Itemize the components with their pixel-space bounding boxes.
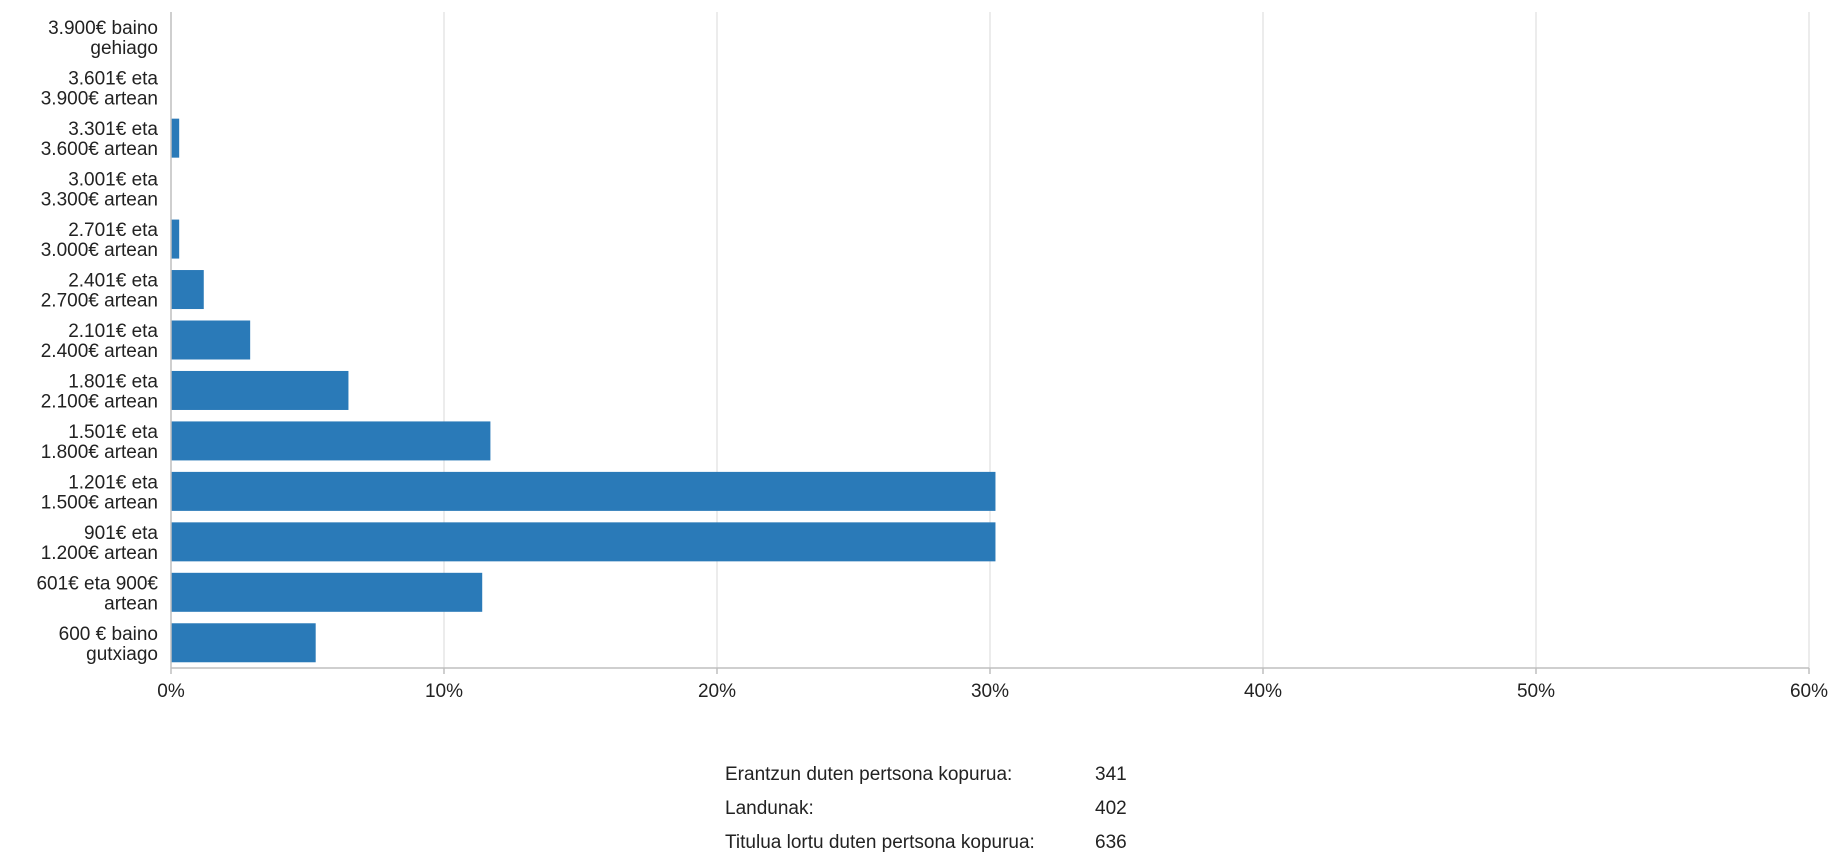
x-tick-label: 0% — [157, 681, 185, 702]
category-label-line: 1.201€ eta — [68, 472, 158, 493]
bars — [171, 118, 996, 663]
category-label-line: artean — [104, 593, 158, 614]
category-label-line: 3.001€ eta — [68, 170, 158, 191]
category-label: 2.701€ eta 3.000€ artean — [41, 220, 159, 261]
bar — [171, 471, 996, 511]
x-tick-label: 30% — [971, 681, 1009, 702]
bar — [171, 118, 180, 158]
category-label-line: gutxiago — [86, 644, 158, 665]
x-tick-label: 50% — [1517, 681, 1555, 702]
category-label-line: 1.800€ artean — [41, 442, 158, 463]
category-label: 1.801€ eta 2.100€ artean — [41, 371, 159, 412]
category-label: 3.900€ baino gehiago — [48, 18, 158, 59]
category-label: 1.201€ eta 1.500€ artean — [41, 472, 159, 513]
category-label: 901€ eta 1.200€ artean — [41, 523, 159, 564]
category-label-line: 2.700€ artean — [41, 291, 158, 312]
category-label-line: 1.500€ artean — [41, 492, 158, 513]
category-label: 1.501€ eta 1.800€ artean — [41, 422, 159, 463]
category-label-line: 901€ eta — [84, 523, 158, 544]
gridlines — [443, 12, 1810, 668]
category-label-line: 1.801€ eta — [68, 371, 158, 392]
category-label: 3.601€ eta 3.900€ artean — [41, 69, 159, 110]
stat-label: Landunak: — [725, 798, 814, 819]
category-label-line: 2.100€ artean — [41, 391, 158, 412]
x-tick-labels: 0% 10% 20% 30% 40% 50% 60% — [157, 681, 1828, 702]
category-label-line: 2.701€ eta — [68, 220, 158, 241]
category-label: 601€ eta 900€ artean — [36, 573, 158, 614]
category-label-line: 3.000€ artean — [41, 240, 158, 261]
x-tick-label: 40% — [1244, 681, 1282, 702]
stat-value: 341 — [1095, 764, 1127, 785]
bar — [171, 421, 491, 461]
x-tick-label: 60% — [1790, 681, 1828, 702]
bar — [171, 572, 483, 612]
stat-row-graduates: Titulua lortu duten pertsona kopurua: 63… — [725, 826, 1127, 860]
category-labels: 3.900€ baino gehiago 3.601€ eta 3.900€ arte… — [36, 18, 158, 665]
x-tick-label: 10% — [425, 681, 463, 702]
category-label-line: 2.101€ eta — [68, 321, 158, 342]
category-label-line: 1.501€ eta — [68, 422, 158, 443]
axes — [170, 12, 1810, 674]
stat-row-employed: Landunak: 402 — [725, 792, 1127, 826]
category-label-line: 3.301€ eta — [68, 119, 158, 140]
category-label: 3.301€ eta 3.600€ artean — [41, 119, 159, 160]
bar — [171, 270, 204, 310]
category-label: 600 € baino gutxiago — [59, 624, 158, 665]
bar — [171, 623, 316, 663]
category-label-line: 3.900€ baino — [48, 18, 158, 39]
category-label-line: 3.600€ artean — [41, 139, 158, 160]
category-label-line: 600 € baino — [59, 624, 158, 645]
category-label: 2.101€ eta 2.400€ artean — [41, 321, 159, 362]
bar — [171, 320, 251, 360]
income-distribution-chart: 3.900€ baino gehiago 3.601€ eta 3.900€ arte… — [36, 12, 1828, 702]
stat-value: 636 — [1095, 832, 1127, 853]
category-label-line: 3.300€ artean — [41, 190, 158, 211]
bar — [171, 219, 180, 259]
stat-label: Titulua lortu duten pertsona kopurua: — [725, 832, 1035, 853]
summary-stats: Erantzun duten pertsona kopurua: 341 Lan… — [725, 758, 1127, 860]
category-label: 2.401€ eta 2.700€ artean — [41, 271, 159, 312]
category-label-line: 3.900€ artean — [41, 89, 158, 110]
bar — [171, 522, 996, 562]
stat-value: 402 — [1095, 798, 1127, 819]
stat-label: Erantzun duten pertsona kopurua: — [725, 764, 1013, 785]
stat-row-respondents: Erantzun duten pertsona kopurua: 341 — [725, 758, 1127, 792]
category-label-line: 3.601€ eta — [68, 69, 158, 90]
category-label-line: 1.200€ artean — [41, 543, 158, 564]
category-label-line: 601€ eta 900€ — [36, 573, 158, 594]
x-tick-label: 20% — [698, 681, 736, 702]
bar — [171, 370, 349, 410]
category-label-line: gehiago — [90, 38, 158, 59]
category-label-line: 2.401€ eta — [68, 271, 158, 292]
category-label-line: 2.400€ artean — [41, 341, 158, 362]
category-label: 3.001€ eta 3.300€ artean — [41, 170, 159, 211]
